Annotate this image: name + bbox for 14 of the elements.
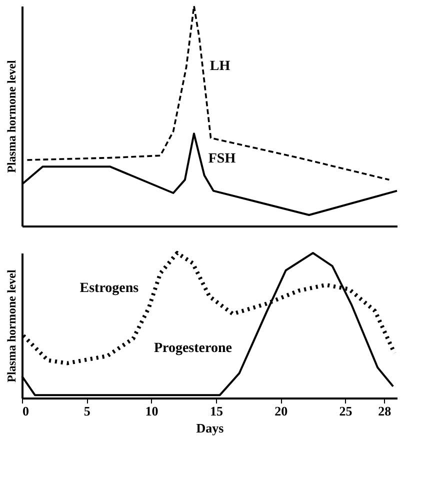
y-axis-title: Plasma hormone level	[4, 60, 18, 173]
series-label: Progesterone	[154, 341, 232, 356]
y-axis-title: Plasma hormone level	[4, 269, 18, 382]
x-tick-label: 10	[145, 404, 158, 418]
x-axis-title: Days	[196, 420, 224, 436]
series-label: Estrogens	[80, 281, 140, 296]
series-label: LH	[210, 59, 230, 74]
x-tick-label: 0	[22, 404, 29, 418]
series-label: FSH	[208, 152, 236, 167]
x-tick-label: 25	[339, 404, 353, 418]
x-tick-label: 5	[84, 404, 91, 418]
x-tick-label: 20	[274, 404, 288, 418]
x-tick-label: 28	[378, 404, 392, 418]
x-tick-label: 15	[210, 404, 224, 418]
